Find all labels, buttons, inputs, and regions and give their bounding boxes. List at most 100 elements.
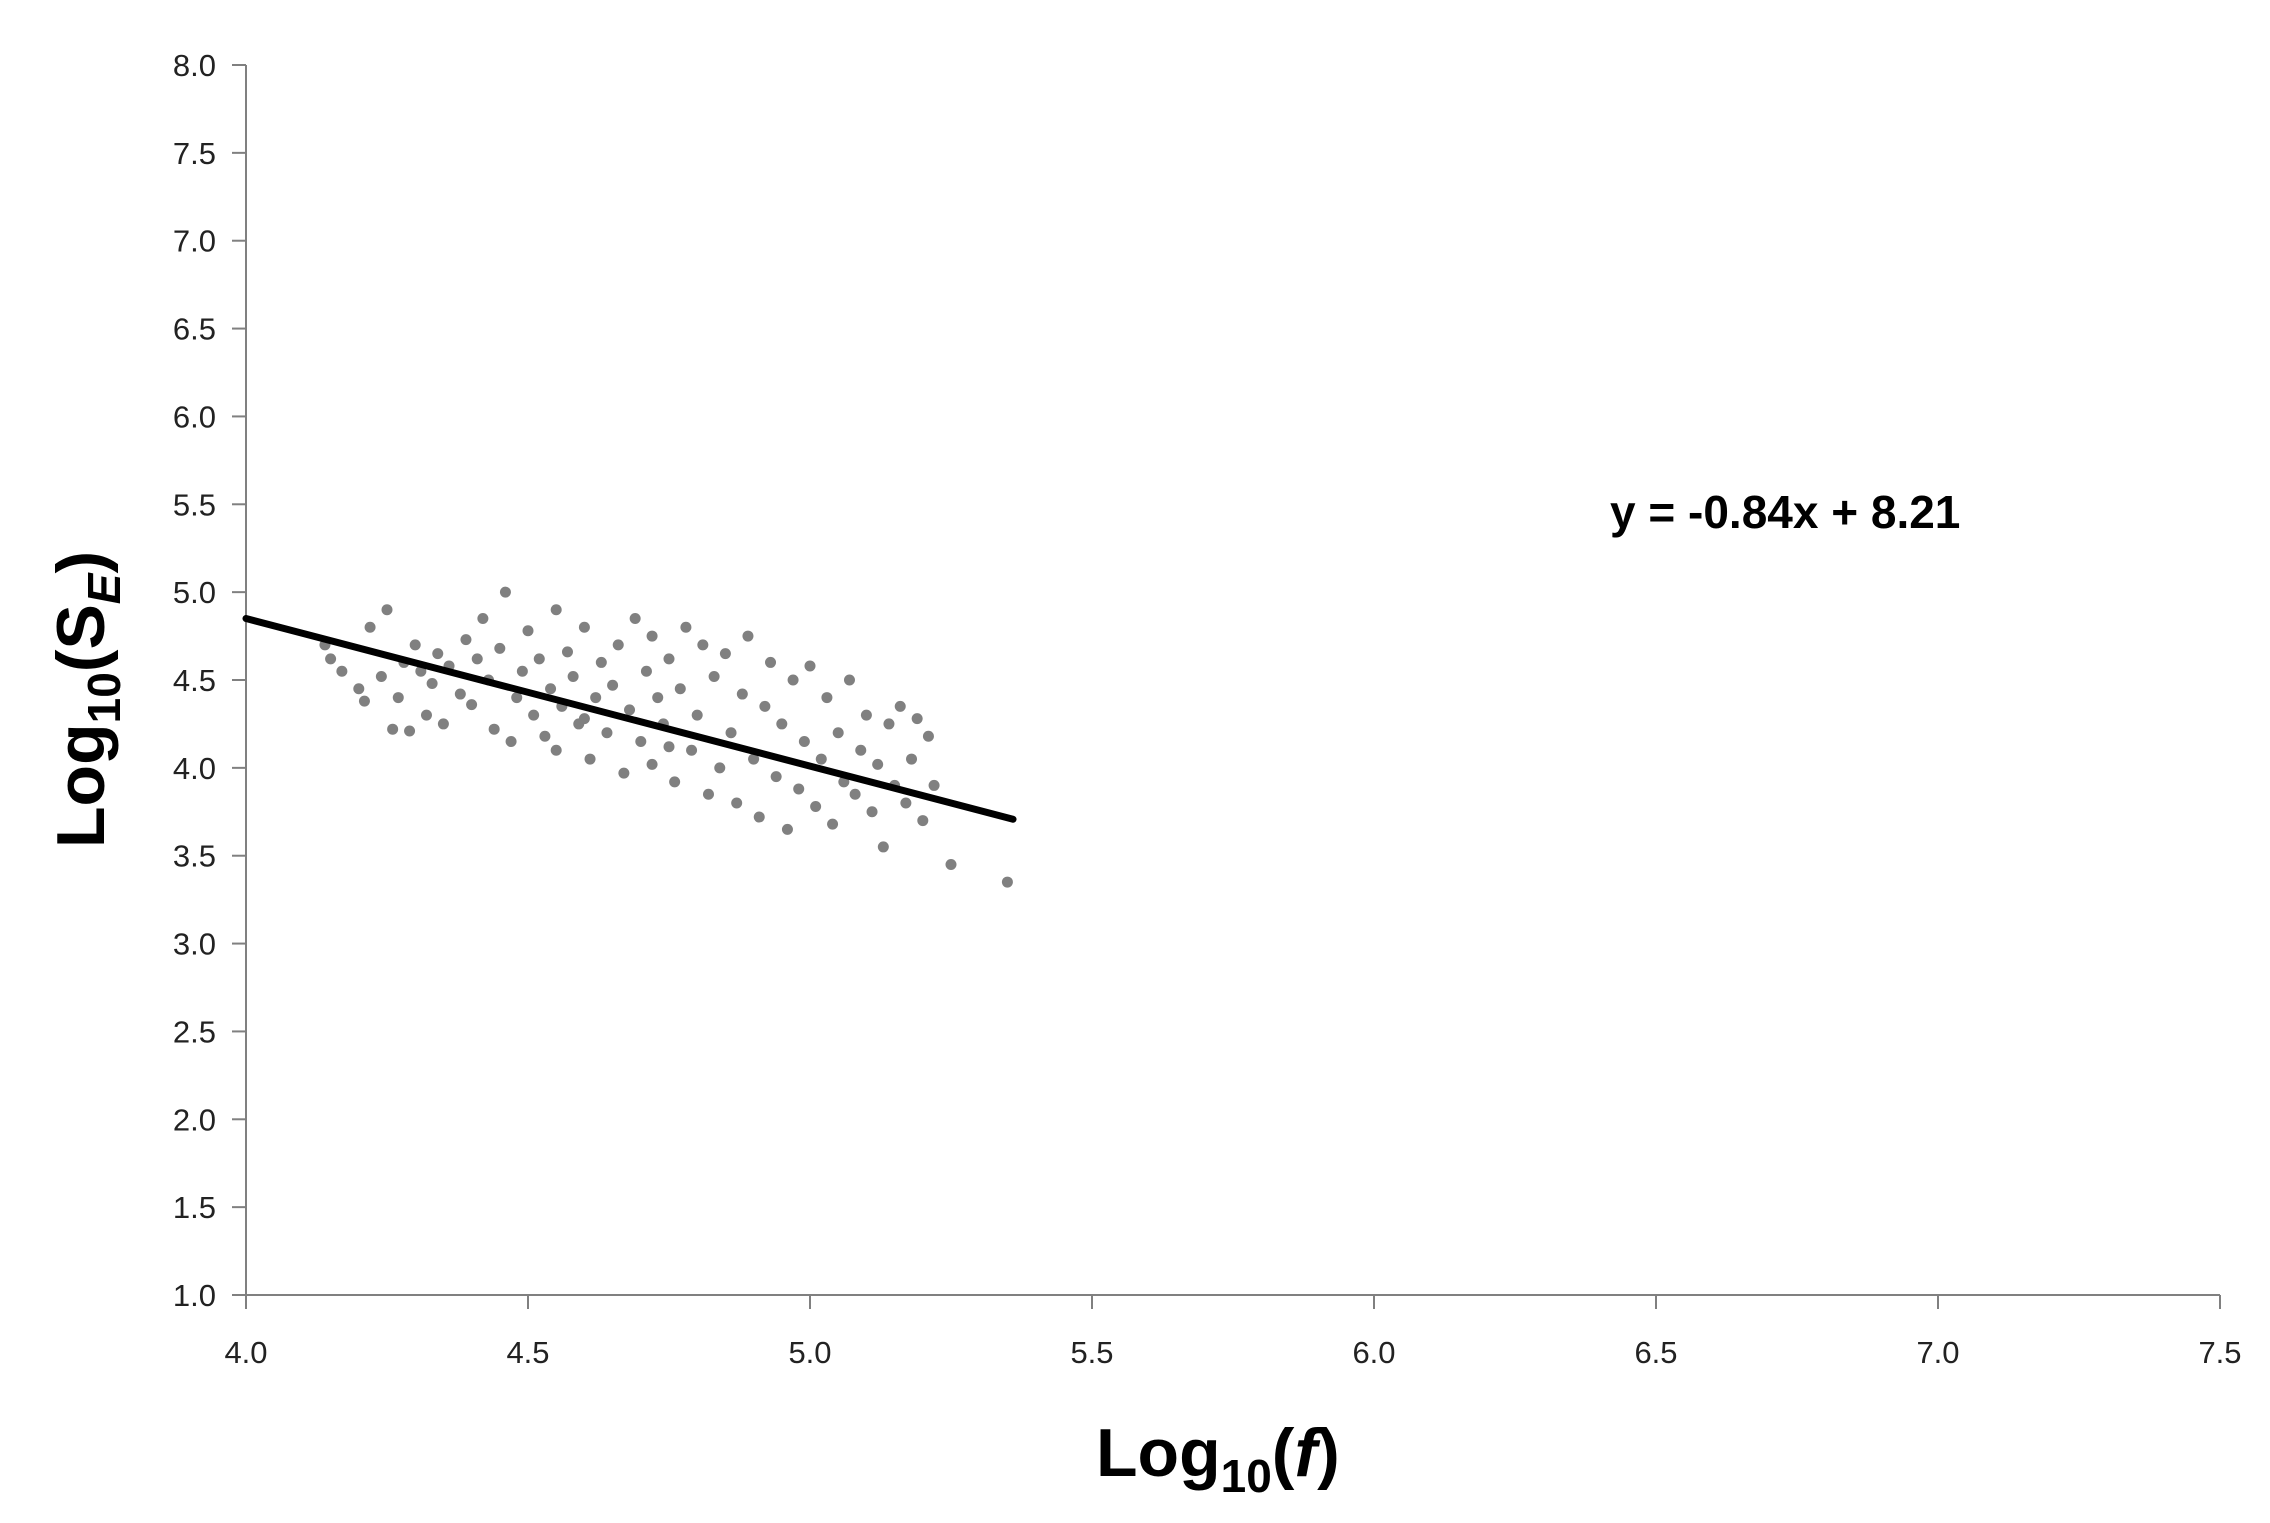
x-axis-title: Log10(f) [1096, 1415, 1340, 1502]
data-point [488, 723, 500, 735]
y-tick-label: 5.5 [173, 487, 216, 522]
y-tick-label: 2.5 [173, 1014, 216, 1049]
data-point [601, 727, 613, 739]
x-axis-ticks: 4.0 4.5 5.0 5.5 6.0 6.5 7.0 7.5 [224, 1295, 2242, 1370]
data-point [353, 683, 365, 695]
data-point [691, 709, 703, 721]
y-tick-label: 1.0 [173, 1278, 216, 1313]
x-tick-label: 5.5 [1070, 1335, 1113, 1370]
data-point [409, 639, 421, 651]
x-axis-title-base: Log [1096, 1415, 1221, 1491]
data-point [860, 709, 872, 721]
regression-equation: y = -0.84x + 8.21 [1610, 486, 1960, 538]
data-point [776, 718, 788, 730]
data-point [843, 674, 855, 686]
data-point [590, 692, 602, 704]
data-point [866, 806, 878, 818]
x-axis-title-close: ) [1317, 1415, 1340, 1491]
y-tick-label: 7.0 [173, 224, 216, 259]
y-axis-title: Log10(SE) [43, 551, 130, 848]
data-point [781, 823, 793, 835]
x-tick-label: 6.0 [1352, 1335, 1395, 1370]
data-point [533, 653, 545, 665]
data-point [432, 648, 444, 660]
x-tick-label: 4.0 [224, 1335, 267, 1370]
data-point [561, 646, 573, 658]
data-point [387, 723, 399, 735]
x-tick-label: 4.5 [506, 1335, 549, 1370]
x-tick-label: 5.0 [788, 1335, 831, 1370]
data-point [906, 753, 918, 765]
data-point [669, 776, 681, 788]
data-point [578, 621, 590, 633]
data-point [466, 699, 478, 711]
data-point [375, 670, 387, 682]
data-point [917, 815, 929, 827]
data-point [697, 639, 709, 651]
data-point [719, 648, 731, 660]
data-point [505, 736, 517, 747]
data-point [714, 762, 726, 774]
scatter-points [319, 586, 1013, 888]
data-point [640, 665, 652, 677]
data-point [900, 797, 912, 809]
x-tick-label: 6.5 [1634, 1335, 1677, 1370]
data-point [477, 613, 489, 624]
data-point [550, 604, 562, 616]
x-tick-label: 7.0 [1916, 1335, 1959, 1370]
data-point [460, 634, 472, 646]
data-point [629, 613, 641, 624]
data-point [545, 683, 557, 695]
data-point [922, 730, 934, 742]
data-point [437, 718, 449, 730]
data-point [567, 670, 579, 682]
y-axis-title-close: ) [43, 551, 119, 574]
data-point [945, 859, 957, 870]
data-point [325, 653, 337, 665]
data-point [358, 695, 370, 707]
data-point [511, 692, 523, 704]
data-point [877, 841, 889, 853]
y-tick-label: 3.5 [173, 839, 216, 874]
data-point [494, 642, 506, 654]
data-point [731, 797, 743, 809]
data-point [827, 818, 839, 830]
data-point [928, 779, 940, 791]
data-point [1001, 876, 1013, 888]
data-point [426, 678, 438, 690]
data-point [612, 639, 624, 651]
data-point [584, 753, 596, 765]
data-point [736, 688, 748, 700]
y-tick-label: 5.0 [173, 575, 216, 610]
y-tick-label: 1.5 [173, 1190, 216, 1225]
x-tick-label: 7.5 [2198, 1335, 2241, 1370]
data-point [748, 753, 760, 765]
data-point [793, 783, 805, 795]
y-tick-label: 4.0 [173, 751, 216, 786]
data-point [702, 788, 714, 800]
x-axis-title-open: ( [1272, 1415, 1295, 1491]
data-point [810, 801, 822, 813]
data-point [420, 709, 432, 721]
y-tick-label: 7.5 [173, 136, 216, 171]
data-point [364, 621, 376, 633]
data-point [635, 736, 647, 747]
data-point [550, 744, 562, 756]
data-point [804, 660, 816, 672]
data-point [883, 718, 895, 730]
y-axis-title-base: Log [43, 723, 119, 848]
data-point [855, 744, 867, 756]
y-axis-title-open: (S [43, 604, 119, 672]
data-point [753, 811, 765, 823]
data-point [646, 630, 658, 642]
y-axis-ticks: 1.0 1.5 2.0 2.5 3.0 3.5 4.0 4.5 5.0 5.5 6.0 6.5 7.0 7… [173, 48, 246, 1313]
data-point [381, 604, 393, 616]
data-point [686, 744, 698, 756]
data-point [815, 753, 827, 765]
data-point [849, 788, 861, 800]
data-point [663, 741, 675, 753]
data-point [708, 670, 720, 682]
data-point [787, 674, 799, 686]
data-point [911, 713, 923, 725]
